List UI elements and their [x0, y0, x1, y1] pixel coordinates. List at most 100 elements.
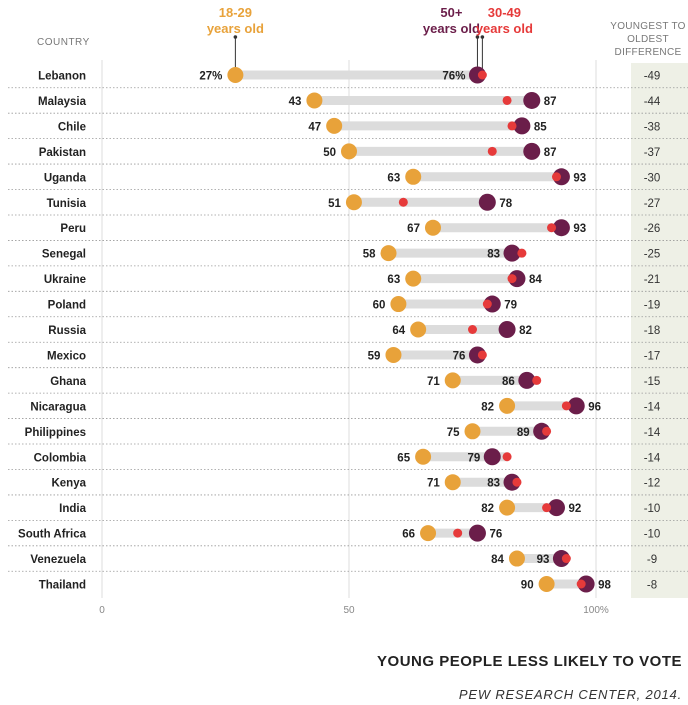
dot-50-plus [478, 193, 496, 211]
difference-value: -10 [644, 503, 661, 515]
dot-30-49 [551, 172, 561, 182]
dot-50-plus [513, 117, 531, 135]
value-label-50-plus: 98 [598, 580, 611, 592]
legend-50-plus-sublabel: years old [423, 21, 480, 36]
legend-18-29-leader-dot [233, 35, 238, 39]
country-label: Kenya [51, 478, 86, 490]
value-label-50-plus: 93 [537, 554, 550, 566]
dot-50-plus [503, 244, 521, 262]
country-label: Poland [48, 300, 86, 312]
dot-18-29 [227, 67, 244, 83]
dot-30-49 [477, 350, 487, 360]
dot-30-49 [542, 426, 552, 436]
dot-18-29 [538, 576, 555, 592]
difference-value: -19 [644, 300, 661, 312]
legend-50-plus-label: 50+ [440, 5, 462, 20]
dot-18-29 [405, 270, 422, 287]
value-label-50-plus: 78 [499, 198, 512, 210]
value-label-50-plus: 96 [588, 401, 601, 413]
value-label-18-29: 84 [491, 554, 504, 566]
legend-50-plus-leader-dot [475, 35, 480, 39]
country-label: Uganda [44, 172, 87, 184]
difference-value: -8 [647, 580, 657, 592]
dot-50-plus [523, 91, 541, 109]
value-label-50-plus: 79 [467, 452, 480, 464]
dot-30-49 [487, 146, 497, 156]
difference-value: -14 [644, 452, 661, 464]
dot-18-29 [444, 372, 461, 389]
difference-value: -30 [644, 172, 661, 184]
country-label: South Africa [18, 529, 87, 541]
dot-30-49 [512, 477, 522, 487]
value-label-18-29: 50 [323, 147, 336, 159]
difference-value: -18 [644, 325, 661, 337]
value-label-18-29: 65 [397, 452, 410, 464]
value-label-50-plus: 83 [487, 478, 500, 490]
difference-value: -21 [644, 274, 661, 286]
country-label: Philippines [25, 427, 86, 439]
dot-50-plus [498, 321, 516, 338]
difference-value: -37 [644, 147, 661, 159]
country-label: Venezuela [30, 554, 86, 566]
difference-value: -38 [644, 121, 661, 133]
country-label: Ghana [50, 376, 86, 388]
dot-50-plus [468, 524, 486, 542]
dot-30-49 [532, 375, 542, 385]
value-label-50-plus: 92 [568, 503, 581, 515]
difference-column-header: OLDEST [627, 34, 669, 45]
x-tick-label: 50 [343, 605, 355, 616]
difference-value: -25 [644, 249, 661, 261]
value-label-18-29: 64 [392, 325, 405, 337]
chart-source: PEW RESEARCH CENTER, 2014. [458, 687, 682, 702]
difference-value: -49 [644, 71, 661, 83]
country-label: Pakistan [39, 147, 86, 159]
value-label-18-29: 90 [521, 580, 534, 592]
dot-30-49 [502, 95, 512, 105]
value-label-50-plus: 76 [489, 529, 502, 541]
value-label-18-29: 51 [328, 198, 341, 210]
value-label-50-plus: 87 [544, 96, 557, 108]
value-label-18-29: 27% [199, 71, 222, 83]
dot-30-49 [576, 579, 586, 589]
value-label-18-29: 75 [447, 427, 460, 439]
country-label: Senegal [42, 249, 86, 261]
dot-18-29 [306, 92, 323, 109]
difference-column-background [631, 63, 688, 598]
dot-18-29 [410, 321, 427, 338]
difference-column-header: DIFFERENCE [615, 47, 682, 58]
dot-18-29 [405, 168, 422, 185]
dot-30-49 [507, 121, 517, 131]
dot-18-29 [415, 448, 432, 465]
legend-30-49-label: 30-49 [488, 5, 521, 20]
legend-30-49-leader-dot [480, 35, 485, 39]
value-label-50-plus: 86 [502, 376, 515, 388]
dot-30-49 [398, 197, 408, 207]
dot-30-49 [542, 503, 552, 513]
value-label-18-29: 66 [402, 529, 415, 541]
dot-30-49 [482, 299, 492, 309]
value-label-18-29: 47 [308, 121, 321, 133]
difference-column-header: YOUNGEST TO [610, 21, 686, 32]
dot-30-49 [468, 325, 477, 334]
value-label-18-29: 60 [373, 300, 386, 312]
country-label: Tunisia [47, 198, 87, 210]
country-label: Malaysia [38, 96, 87, 108]
value-label-50-plus: 93 [573, 223, 586, 235]
dot-18-29 [499, 499, 516, 516]
value-label-18-29: 63 [387, 274, 400, 286]
difference-value: -15 [644, 376, 661, 388]
country-label: Thailand [39, 580, 86, 592]
dot-50-plus [483, 448, 501, 466]
dot-18-29 [424, 219, 441, 236]
country-label: India [59, 503, 86, 515]
difference-value: -9 [647, 554, 657, 566]
country-label: Colombia [34, 452, 87, 464]
value-label-18-29: 63 [387, 172, 400, 184]
value-label-18-29: 58 [363, 249, 376, 261]
country-label: Chile [58, 121, 86, 133]
value-label-18-29: 71 [427, 478, 440, 490]
difference-value: -27 [644, 198, 661, 210]
difference-value: -26 [644, 223, 661, 235]
country-label: Lebanon [38, 71, 86, 83]
